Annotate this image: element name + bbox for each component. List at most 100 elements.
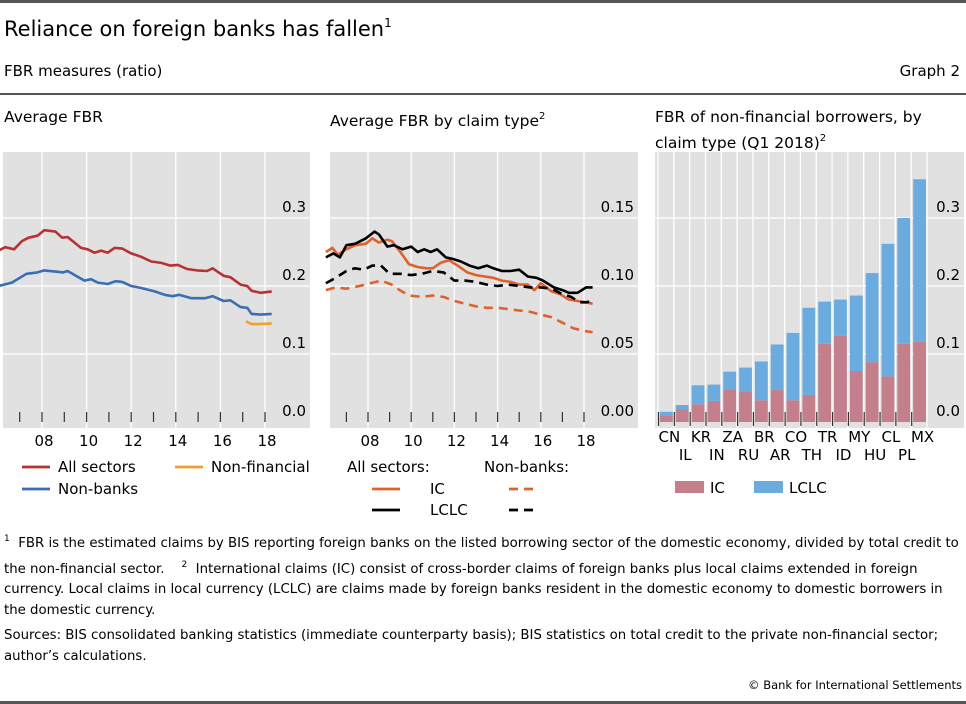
footnote2-marker: 2 <box>181 559 188 570</box>
x-tick-label: 10 <box>79 432 98 450</box>
footnote2-text: International claims (IC) consist of cro… <box>4 561 943 618</box>
charts-canvas: 0.0 0.1 0.2 0.3 08 10 12 14 16 18 All sectors Non-b… <box>0 152 964 519</box>
bar-lclc-in <box>707 384 721 401</box>
x-tick-label: BR <box>754 428 775 446</box>
bar-lclc-za <box>723 371 737 391</box>
panel-fbr-by-claim-type: 0.00 0.05 0.10 0.15 08 10 12 14 16 18 All sectors:… <box>325 152 638 519</box>
x-tick-label: MX <box>911 428 934 446</box>
bar-ic-mx <box>913 341 926 422</box>
x-tick-label: 12 <box>124 432 143 450</box>
copyright: © Bank for International Settlements <box>748 678 962 692</box>
title-text: Reliance on foreign banks has fallen <box>4 17 385 41</box>
legend-label: LCLC <box>789 479 827 497</box>
legend-label: Non-banks <box>58 480 138 498</box>
series-line-all-sectors <box>0 228 272 295</box>
x-tick-label: ID <box>835 446 851 464</box>
y-tick-label: 0.05 <box>601 334 634 352</box>
bottom-rule <box>0 701 966 704</box>
legend-label: IC <box>710 479 725 497</box>
footnote1-text: FBR is the estimated claims by BIS repor… <box>4 536 959 577</box>
bar-ic-za <box>723 390 737 422</box>
y-tick-label: 0.1 <box>936 334 960 352</box>
y-tick-label: 0.15 <box>601 198 634 216</box>
x-tick-label: 08 <box>360 432 379 450</box>
bar-ic-kr <box>691 404 705 422</box>
panel1-title-text: Average FBR <box>4 108 103 126</box>
x-tick-label: 16 <box>533 432 552 450</box>
x-tick-label: AR <box>770 446 791 464</box>
bar-lclc-ru <box>739 367 752 392</box>
y-tick-label: 0.3 <box>282 198 306 216</box>
graph-number: Graph 2 <box>899 62 960 80</box>
plot-area <box>3 152 310 428</box>
x-tick-label: MY <box>848 428 871 446</box>
x-tick-label: TH <box>801 446 822 464</box>
bar-lclc-id <box>834 299 847 336</box>
bar-lclc-kr <box>691 385 705 405</box>
x-tick-label: TR <box>817 428 838 446</box>
panel2-footnote-marker: 2 <box>539 111 546 122</box>
legend-group-label: All sectors: <box>347 458 430 476</box>
x-tick-label: 16 <box>213 432 232 450</box>
y-tick-label: 0.00 <box>601 402 634 420</box>
series-line-non-financial <box>245 320 272 326</box>
bar-lclc-cl <box>881 243 895 377</box>
bar-ic-ru <box>739 391 752 422</box>
panel-average-fbr: 0.0 0.1 0.2 0.3 08 10 12 14 16 18 All sectors Non-b… <box>0 152 310 498</box>
x-tick-label: HU <box>864 446 886 464</box>
bar-ic-my <box>849 371 863 422</box>
bar-lclc-pl <box>897 218 911 344</box>
bar-lclc-th <box>802 307 816 395</box>
bar-ic-id <box>834 335 847 422</box>
bar-ic-co <box>786 400 800 422</box>
y-tick-label: 0.0 <box>936 402 960 420</box>
bar-ic-cl <box>881 376 895 422</box>
panel-nonfinancial-by-country: 0.0 0.1 0.2 0.3 CNILKRINZARUBRARCOTHTRIDMYHU… <box>655 152 964 497</box>
plot-area <box>330 152 638 428</box>
y-tick-label: 0.3 <box>936 198 960 216</box>
bar-lclc-hu <box>865 273 879 363</box>
subtitle: FBR measures (ratio) <box>4 62 163 80</box>
bar-ic-th <box>802 394 816 422</box>
x-tick-label: 14 <box>168 432 187 450</box>
bar-ic-ar <box>770 390 784 422</box>
bar-ic-il <box>675 409 689 422</box>
header-rule <box>0 93 966 95</box>
y-tick-label: 0.10 <box>601 266 634 284</box>
page-title: Reliance on foreign banks has fallen1 <box>4 16 392 41</box>
bar-ic-tr <box>818 343 832 422</box>
bar-lclc-il <box>675 405 689 410</box>
x-tick-label: 10 <box>404 432 423 450</box>
bar-lclc-ar <box>770 344 784 391</box>
bar-lclc-cn <box>660 411 673 416</box>
panel2-title: Average FBR by claim type2 <box>330 106 545 132</box>
bar-ic-hu <box>865 362 879 422</box>
bar-ic-in <box>707 400 721 422</box>
panel3-title: FBR of non-financial borrowers, by claim… <box>655 106 965 154</box>
sources: Sources: BIS consolidated banking statis… <box>4 628 939 664</box>
bar-ic-pl <box>897 343 911 422</box>
title-footnote-marker: 1 <box>384 16 392 30</box>
x-tick-label: PL <box>898 446 916 464</box>
bar-lclc-my <box>849 295 863 371</box>
legend-label: All sectors <box>58 458 136 476</box>
legend-label: Non-financial <box>211 458 310 476</box>
x-tick-label: CN <box>659 428 681 446</box>
bar-lclc-mx <box>913 179 926 342</box>
panel2-title-text: Average FBR by claim type <box>330 112 540 130</box>
series-line-non-banks-ic <box>325 279 593 334</box>
x-tick-label: 18 <box>257 432 276 450</box>
legend-group-label: Non-banks: <box>484 458 569 476</box>
legend-label: LCLC <box>430 501 468 519</box>
x-tick-label: IL <box>679 446 692 464</box>
x-tick-label: CO <box>785 428 807 446</box>
legend-label: IC <box>430 480 445 498</box>
x-tick-label: RU <box>738 446 759 464</box>
bar-lclc-tr <box>818 301 832 344</box>
y-tick-label: 0.0 <box>282 402 306 420</box>
bar-ic-cn <box>660 415 673 422</box>
series-line-non-banks <box>0 269 272 316</box>
top-rule <box>0 0 966 3</box>
footnotes: 1 FBR is the estimated claims by BIS rep… <box>4 529 966 621</box>
x-tick-label: CL <box>882 428 901 446</box>
